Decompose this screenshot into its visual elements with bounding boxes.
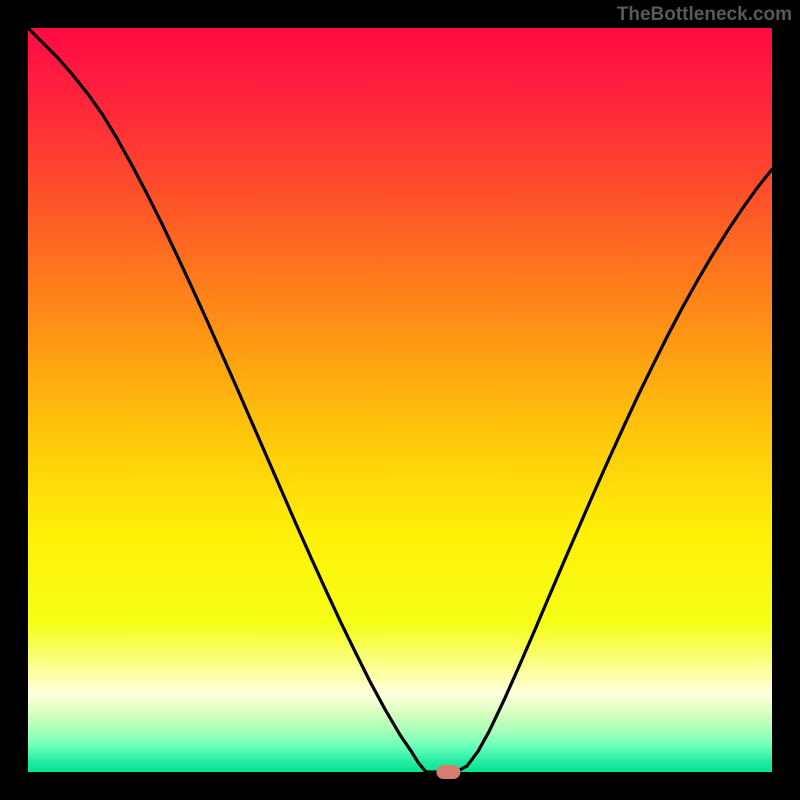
gradient-background [28,28,772,772]
chart-container: TheBottleneck.com [0,0,800,800]
optimum-marker [436,765,460,779]
watermark-text: TheBottleneck.com [617,4,792,26]
chart-svg [0,0,800,800]
